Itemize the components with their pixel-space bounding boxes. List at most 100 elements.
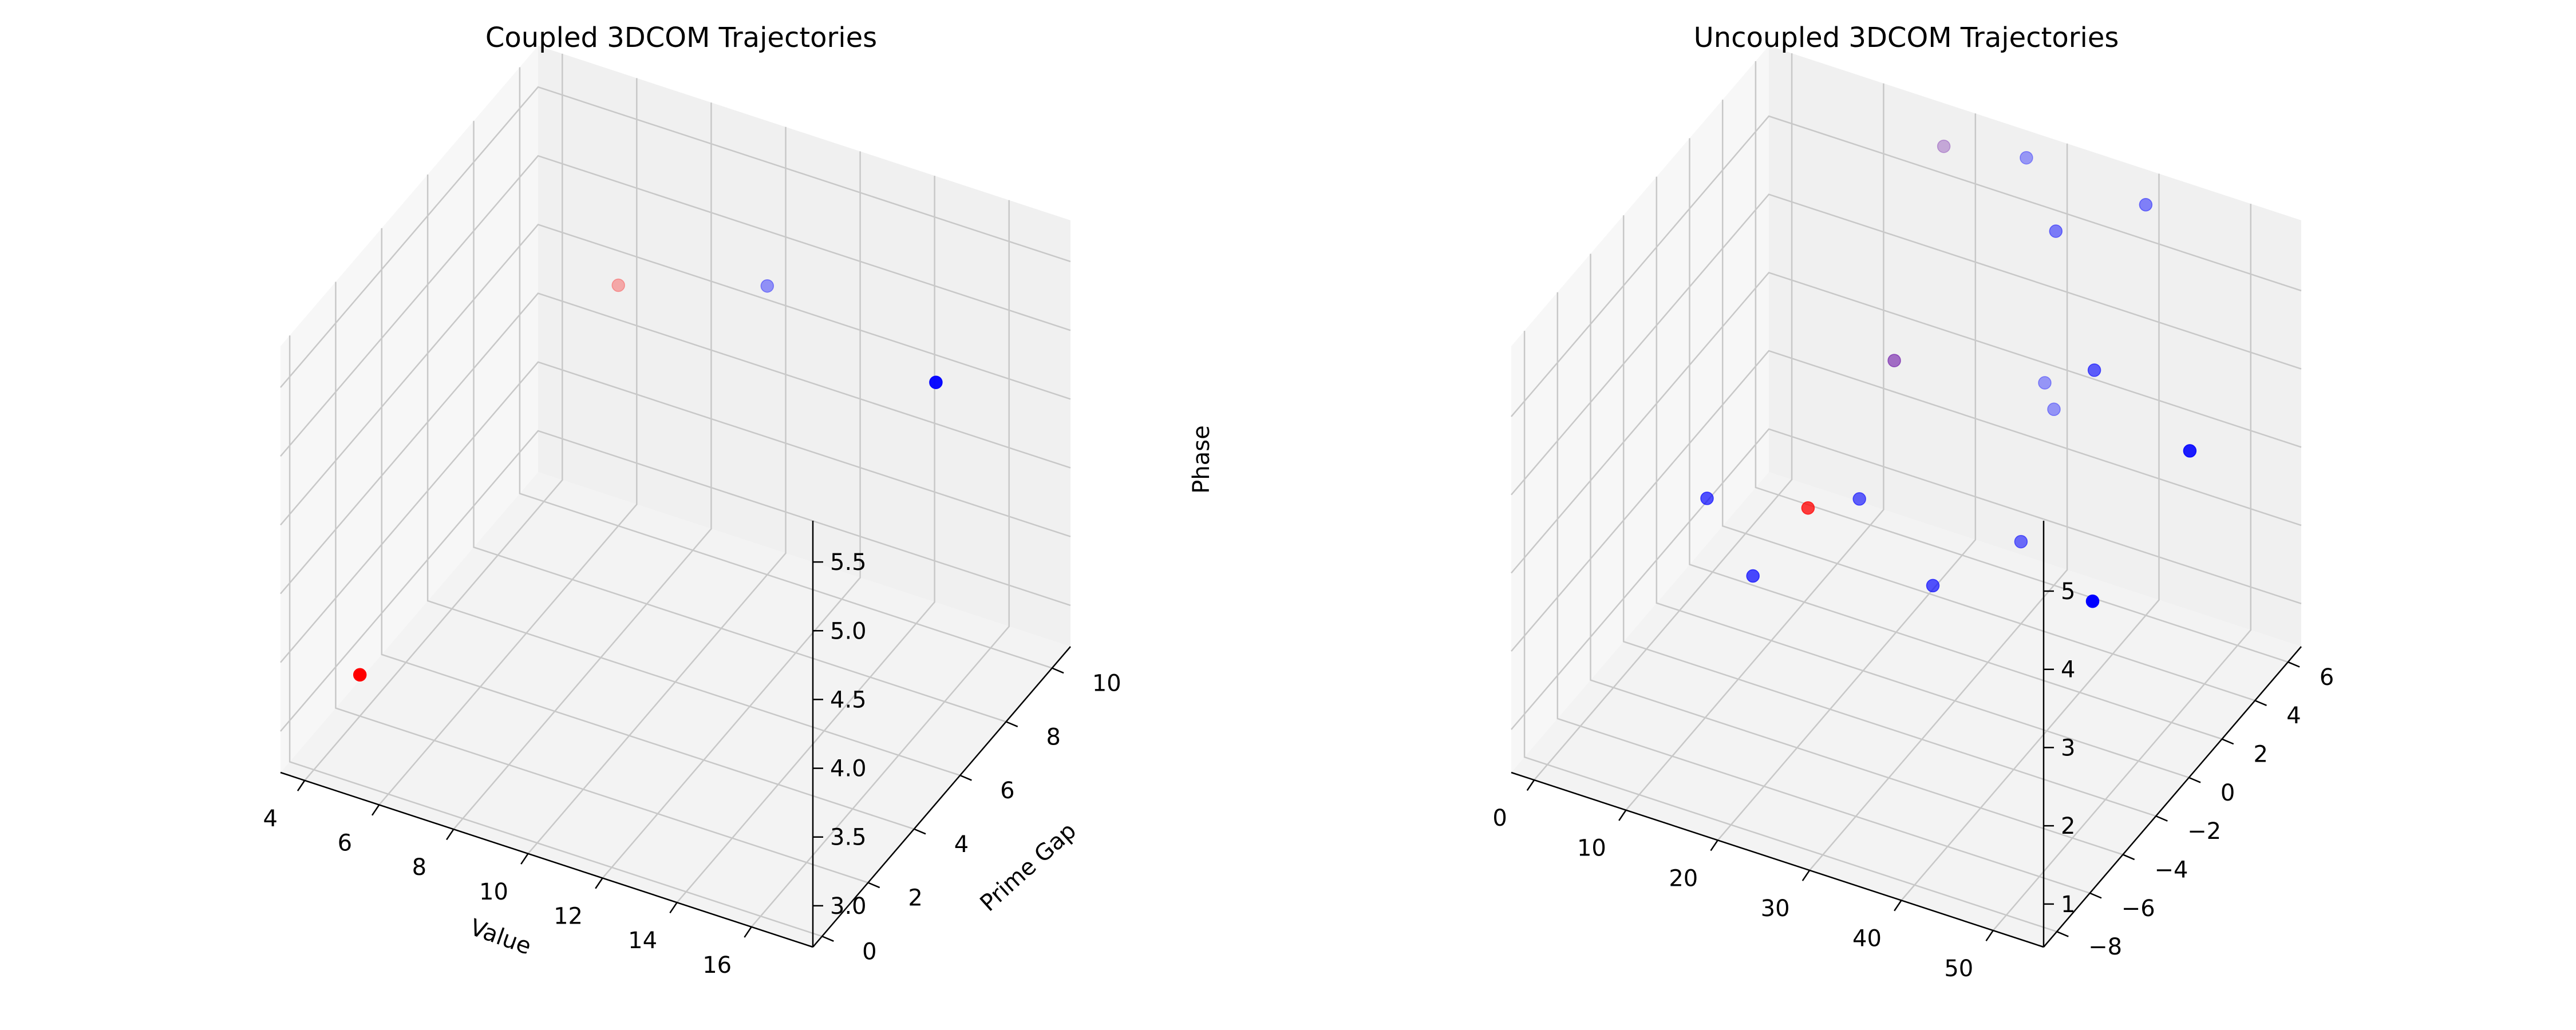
grid-line-z bbox=[1511, 350, 2302, 652]
y-tick bbox=[2155, 815, 2168, 822]
x-tick-label: 10 bbox=[1577, 835, 1606, 862]
grid-line-y bbox=[289, 335, 823, 937]
z-tick-label: 5 bbox=[2061, 579, 2075, 605]
y-tick bbox=[2287, 661, 2300, 668]
x-tick-label: 10 bbox=[479, 879, 508, 905]
y-tick-label: 10 bbox=[1092, 671, 1121, 697]
scatter-point bbox=[2020, 150, 2033, 165]
grid-line-y bbox=[381, 228, 915, 830]
scatter-point bbox=[1926, 579, 1940, 593]
x-tick bbox=[1618, 810, 1627, 821]
x-tick-label: 40 bbox=[1852, 925, 1882, 952]
coupled-chart: 4 6 8 10 12 14 16 0 2 4 6 8 10 3.0 3.5 4.0 4.5 5.0 5.5 Cou… bbox=[263, 22, 1215, 978]
z-tick-label: 2 bbox=[2061, 813, 2075, 839]
grid-line-y bbox=[1590, 253, 2123, 855]
scatter-point bbox=[2049, 224, 2063, 238]
grid-line-y bbox=[1656, 176, 2190, 778]
grid-line-y bbox=[519, 67, 1053, 669]
z-tick-label: 5.5 bbox=[830, 549, 867, 576]
scatter-point bbox=[1700, 492, 1714, 505]
grid-line-y bbox=[1689, 138, 2222, 740]
y-axis-line bbox=[2043, 646, 2302, 948]
grid-line-x bbox=[1992, 204, 2252, 931]
uncoupled-chart-grid bbox=[1511, 53, 2302, 933]
x-axis-line bbox=[280, 771, 813, 948]
y-tick bbox=[1006, 721, 1018, 727]
x-tick bbox=[520, 853, 529, 865]
scatter-point bbox=[2014, 534, 2028, 549]
grid-line-x bbox=[378, 78, 638, 806]
scatter-point bbox=[2087, 363, 2101, 377]
x-tick-label: 16 bbox=[702, 952, 732, 978]
y-tick-label: 6 bbox=[1000, 778, 1014, 804]
scatter-point bbox=[1852, 492, 1866, 506]
coupled-y-axis-label: Prime Gap bbox=[975, 818, 1081, 917]
scatter-point bbox=[2139, 198, 2153, 212]
y-tick-label: −2 bbox=[2187, 818, 2221, 845]
grid-line-z bbox=[1511, 271, 2302, 574]
y-tick-label: 8 bbox=[1046, 724, 1061, 750]
grid-line-z bbox=[280, 361, 1071, 663]
grid-line-y bbox=[1755, 61, 2289, 663]
grid-line-x bbox=[1625, 83, 1884, 811]
scatter-point bbox=[1801, 501, 1815, 515]
scatter-point bbox=[611, 278, 625, 292]
x-tick bbox=[1710, 839, 1718, 851]
grid-line-x bbox=[1809, 143, 2068, 871]
x-axis-line bbox=[1511, 771, 2044, 948]
scatter-point bbox=[760, 279, 775, 293]
floor-pane bbox=[1511, 472, 2301, 947]
uncoupled-chart-points bbox=[1700, 139, 2197, 608]
coupled-z-axis-label: Phase bbox=[1188, 425, 1215, 493]
x-tick-label: 12 bbox=[554, 903, 583, 929]
x-tick bbox=[1526, 779, 1535, 791]
x-tick-label: 14 bbox=[628, 928, 657, 954]
coupled-chart-title: Coupled 3DCOM Trajectories bbox=[485, 22, 877, 54]
grid-line-y bbox=[1721, 100, 2255, 702]
grid-line-x bbox=[750, 200, 1010, 928]
scatter-point bbox=[1746, 569, 1760, 583]
grid-line-y bbox=[1622, 215, 2156, 817]
grid-line-x bbox=[602, 151, 861, 879]
y-tick-label: −4 bbox=[2154, 857, 2188, 883]
scatter-point bbox=[2183, 444, 2197, 458]
grid-line-z bbox=[280, 154, 1071, 457]
x-tick-label: 30 bbox=[1761, 896, 1790, 922]
x-tick bbox=[1985, 930, 1994, 942]
x-tick-label: 4 bbox=[263, 806, 278, 832]
grid-line-x bbox=[527, 126, 787, 854]
grid-line-y bbox=[473, 121, 1006, 723]
z-tick-label: 4.0 bbox=[830, 756, 867, 782]
uncoupled-chart-panes bbox=[1511, 46, 2301, 947]
back-pane bbox=[538, 46, 1070, 647]
y-tick-label: 0 bbox=[2221, 780, 2235, 806]
y-tick bbox=[959, 774, 972, 781]
scatter-point bbox=[2085, 594, 2100, 608]
grid-line-y bbox=[1523, 331, 2057, 933]
coupled-chart-panes bbox=[280, 46, 1070, 947]
grid-line-y bbox=[335, 282, 868, 884]
z-tick-label: 1 bbox=[2061, 892, 2075, 918]
y-tick-label: 4 bbox=[2286, 703, 2301, 729]
y-tick bbox=[2254, 700, 2267, 706]
y-tick bbox=[2056, 930, 2069, 937]
scatter-point bbox=[353, 668, 367, 682]
x-tick-label: 20 bbox=[1669, 865, 1698, 892]
grid-line-z bbox=[280, 86, 1071, 388]
scatter-point bbox=[929, 375, 943, 389]
grid-line-z bbox=[280, 430, 1071, 732]
y-axis-line bbox=[812, 646, 1071, 948]
z-tick-label: 4.5 bbox=[830, 687, 867, 713]
x-tick bbox=[744, 926, 752, 938]
x-tick-label: 6 bbox=[338, 830, 352, 857]
back-pane bbox=[1769, 46, 2301, 647]
coupled-chart-grid bbox=[280, 53, 1071, 937]
z-tick-label: 4 bbox=[2061, 657, 2075, 683]
y-tick-label: 2 bbox=[2254, 742, 2268, 768]
scatter-point bbox=[1887, 354, 1901, 367]
grid-line-x bbox=[676, 176, 935, 904]
coupled-chart-ticks: 4 6 8 10 12 14 16 0 2 4 6 8 10 3.0 3.5 4.0 4.5 5.0 5.5 bbox=[263, 549, 1121, 978]
